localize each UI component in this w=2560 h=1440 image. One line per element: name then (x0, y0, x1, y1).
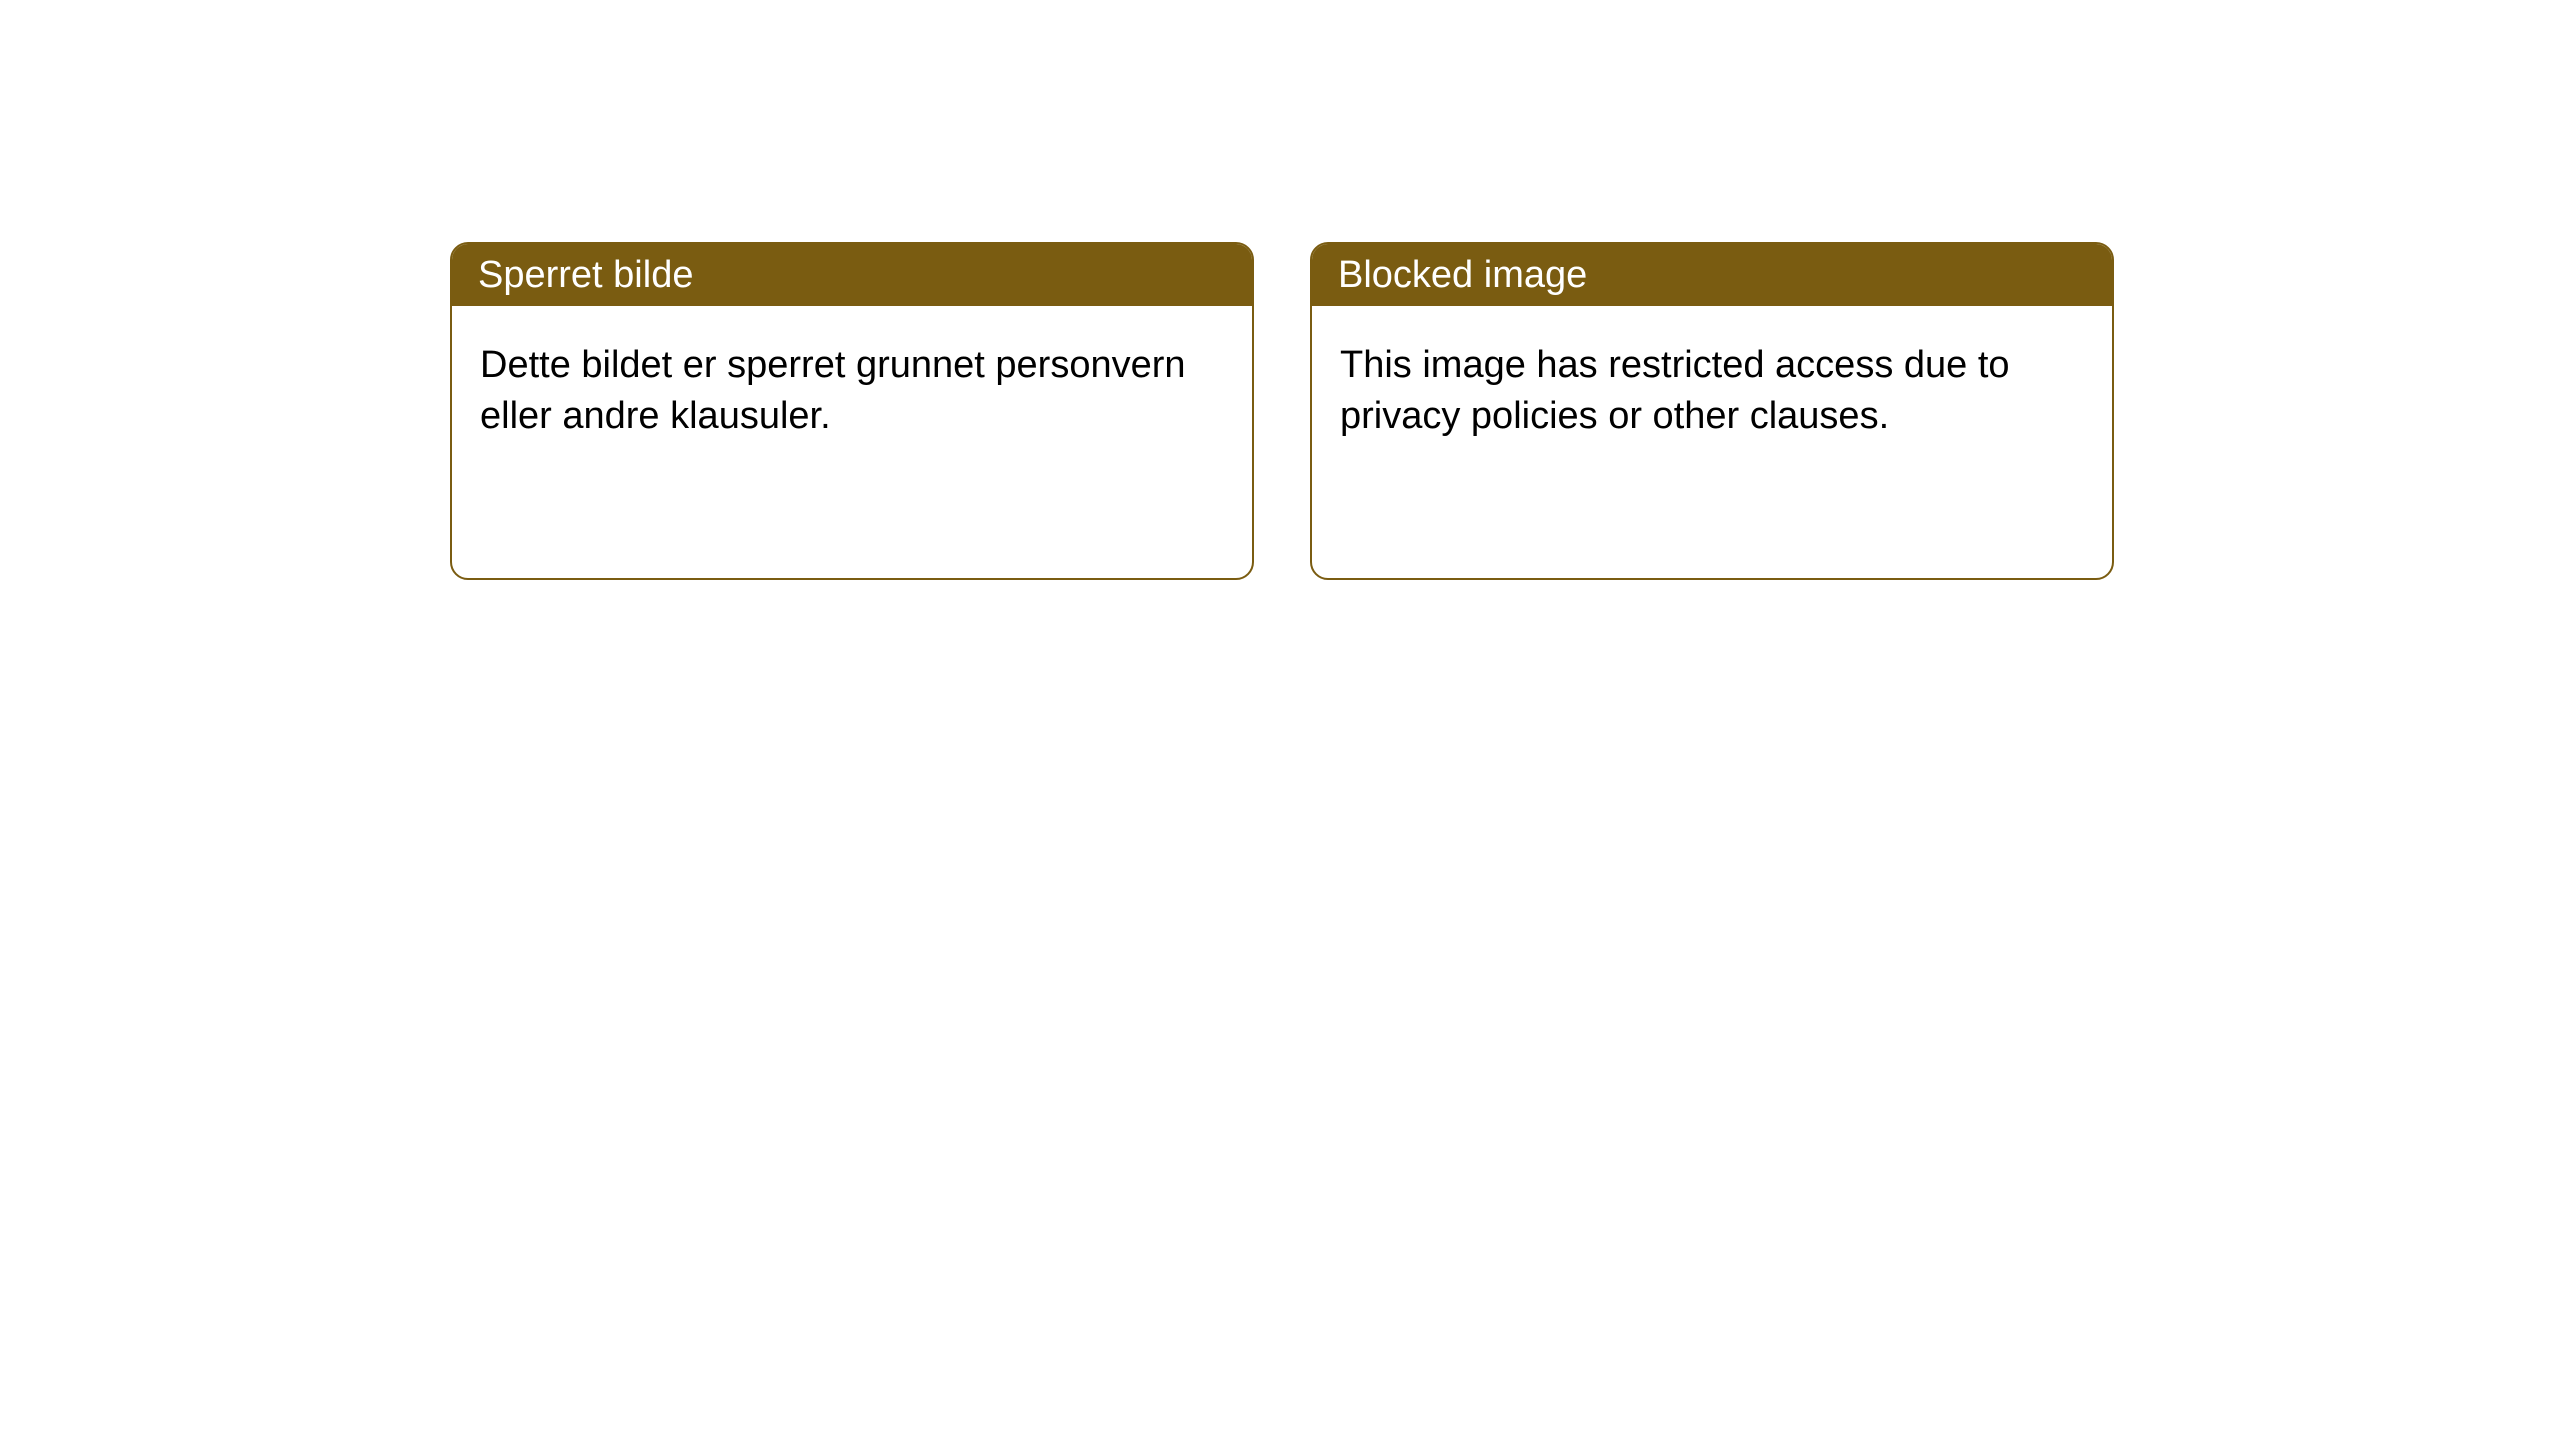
blocked-image-card-no: Sperret bilde Dette bildet er sperret gr… (450, 242, 1254, 580)
card-header: Sperret bilde (452, 244, 1252, 306)
card-body-text: Dette bildet er sperret grunnet personve… (480, 344, 1186, 437)
card-title: Blocked image (1338, 254, 1587, 297)
blocked-image-card-en: Blocked image This image has restricted … (1310, 242, 2114, 580)
notice-container: Sperret bilde Dette bildet er sperret gr… (0, 0, 2560, 580)
card-body: Dette bildet er sperret grunnet personve… (452, 306, 1252, 477)
card-body: This image has restricted access due to … (1312, 306, 2112, 477)
card-body-text: This image has restricted access due to … (1340, 344, 2010, 437)
card-header: Blocked image (1312, 244, 2112, 306)
card-title: Sperret bilde (478, 254, 693, 297)
